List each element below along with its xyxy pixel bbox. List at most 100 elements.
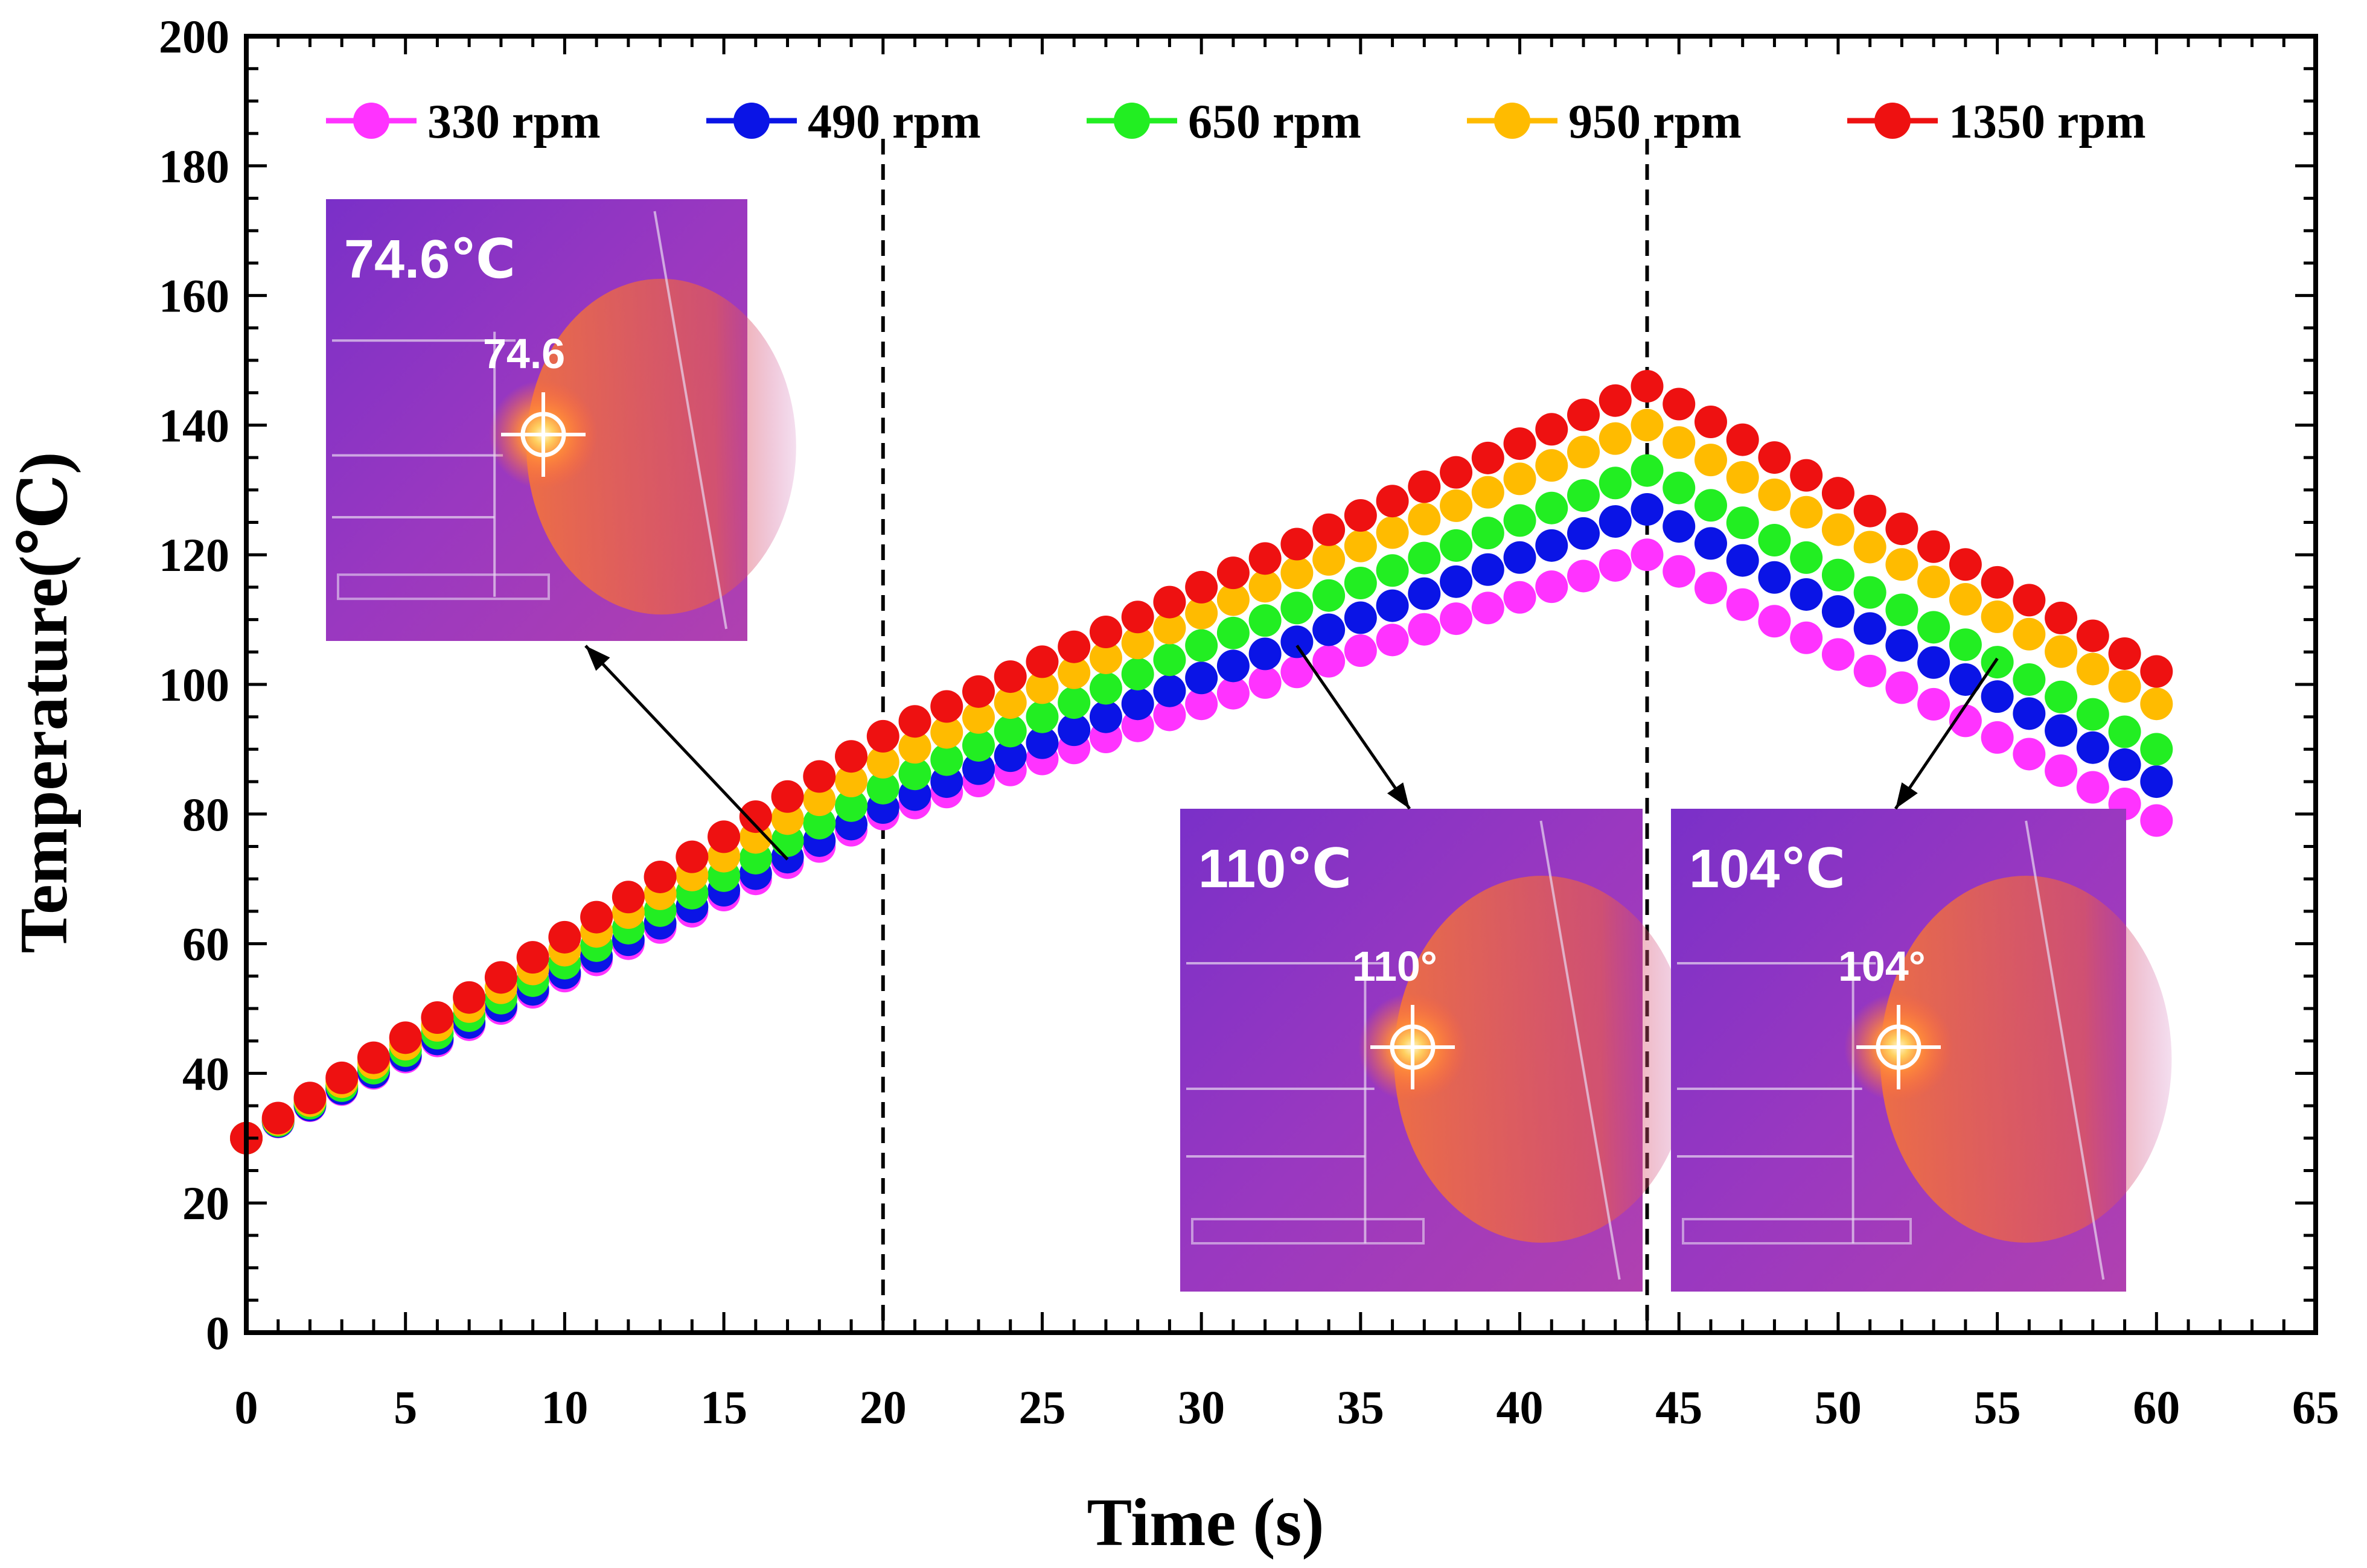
thermal-image-2: 104℃ 104° bbox=[1671, 809, 2172, 1292]
inset-spot-label: 74.6 bbox=[483, 330, 565, 377]
point-1350-rpm-7 bbox=[453, 981, 486, 1014]
point-950-rpm-35 bbox=[1344, 529, 1377, 563]
point-950-rpm-27 bbox=[1089, 641, 1122, 674]
legend-label: 490 rpm bbox=[808, 95, 981, 148]
point-1350-rpm-6 bbox=[421, 1001, 454, 1034]
point-330-rpm-57 bbox=[2045, 754, 2078, 787]
point-650-rpm-23 bbox=[962, 728, 995, 762]
point-650-rpm-34 bbox=[1312, 579, 1346, 612]
point-490-rpm-36 bbox=[1376, 589, 1409, 622]
point-950-rpm-44 bbox=[1631, 409, 1664, 442]
point-1350-rpm-19 bbox=[835, 740, 868, 773]
point-1350-rpm-9 bbox=[516, 941, 549, 974]
point-1350-rpm-3 bbox=[325, 1061, 359, 1094]
point-490-rpm-29 bbox=[1153, 674, 1186, 707]
point-1350-rpm-2 bbox=[293, 1082, 327, 1115]
point-650-rpm-54 bbox=[1949, 628, 1982, 661]
point-1350-rpm-47 bbox=[1726, 423, 1759, 456]
series-1350-rpm bbox=[230, 369, 2173, 1155]
y-tick-label: 40 bbox=[182, 1047, 229, 1100]
point-650-rpm-44 bbox=[1631, 454, 1664, 487]
point-1350-rpm-23 bbox=[962, 675, 995, 708]
point-490-rpm-58 bbox=[2076, 731, 2109, 764]
point-1350-rpm-56 bbox=[2013, 584, 2046, 617]
point-1350-rpm-39 bbox=[1471, 441, 1504, 474]
point-330-rpm-45 bbox=[1663, 555, 1696, 588]
x-tick-label: 45 bbox=[1655, 1381, 1702, 1433]
point-490-rpm-43 bbox=[1599, 505, 1632, 538]
point-650-rpm-38 bbox=[1440, 529, 1473, 562]
arrow-line-0 bbox=[584, 645, 789, 861]
point-650-rpm-19 bbox=[835, 789, 868, 822]
point-1350-rpm-33 bbox=[1280, 527, 1314, 561]
annotation-arrows bbox=[584, 645, 1999, 861]
x-tick-label: 0 bbox=[235, 1381, 258, 1433]
point-1350-rpm-4 bbox=[357, 1041, 390, 1074]
point-950-rpm-49 bbox=[1790, 496, 1823, 529]
point-1350-rpm-36 bbox=[1376, 485, 1409, 518]
point-490-rpm-37 bbox=[1408, 577, 1441, 610]
y-tick-label: 80 bbox=[182, 788, 229, 841]
point-490-rpm-46 bbox=[1694, 527, 1727, 560]
point-1350-rpm-49 bbox=[1790, 459, 1823, 492]
legend-label: 330 rpm bbox=[427, 95, 601, 148]
point-330-rpm-42 bbox=[1567, 559, 1600, 593]
point-1350-rpm-53 bbox=[1917, 530, 1950, 563]
point-950-rpm-20 bbox=[866, 745, 899, 779]
point-950-rpm-28 bbox=[1121, 626, 1154, 660]
legend-label: 650 rpm bbox=[1188, 95, 1361, 148]
point-650-rpm-26 bbox=[1058, 686, 1091, 719]
point-1350-rpm-18 bbox=[803, 760, 836, 793]
point-650-rpm-21 bbox=[898, 757, 931, 791]
legend-marker bbox=[733, 103, 770, 139]
point-1350-rpm-26 bbox=[1058, 630, 1091, 663]
y-tick-label: 160 bbox=[159, 270, 229, 322]
outline-4 bbox=[1539, 820, 1621, 1280]
legend-item-1: 490 rpm bbox=[706, 95, 981, 148]
outline-box bbox=[1682, 1218, 1912, 1245]
point-650-rpm-53 bbox=[1917, 611, 1950, 644]
point-1350-rpm-51 bbox=[1853, 494, 1886, 527]
point-950-rpm-55 bbox=[1981, 600, 2014, 633]
point-330-rpm-40 bbox=[1503, 581, 1536, 614]
point-650-rpm-32 bbox=[1248, 604, 1282, 637]
point-330-rpm-56 bbox=[2013, 738, 2046, 771]
point-950-rpm-21 bbox=[898, 731, 931, 764]
point-650-rpm-46 bbox=[1694, 489, 1727, 522]
point-950-rpm-57 bbox=[2045, 635, 2078, 668]
point-1350-rpm-28 bbox=[1121, 601, 1154, 634]
point-950-rpm-37 bbox=[1408, 503, 1441, 536]
point-490-rpm-48 bbox=[1758, 561, 1791, 594]
point-950-rpm-54 bbox=[1949, 583, 1982, 616]
y-tick-label: 20 bbox=[182, 1177, 229, 1229]
point-650-rpm-40 bbox=[1503, 504, 1536, 537]
point-1350-rpm-35 bbox=[1344, 499, 1377, 532]
point-490-rpm-56 bbox=[2013, 697, 2046, 730]
legend-marker bbox=[1494, 103, 1530, 139]
point-330-rpm-48 bbox=[1758, 605, 1791, 638]
outline-4 bbox=[2025, 820, 2105, 1280]
point-330-rpm-55 bbox=[1981, 721, 2014, 754]
point-1350-rpm-38 bbox=[1440, 456, 1473, 489]
point-330-rpm-41 bbox=[1535, 570, 1568, 604]
point-1350-rpm-32 bbox=[1248, 542, 1282, 575]
point-1350-rpm-22 bbox=[930, 690, 963, 723]
point-490-rpm-53 bbox=[1917, 646, 1950, 679]
point-1350-rpm-41 bbox=[1535, 413, 1568, 446]
point-1350-rpm-16 bbox=[739, 800, 772, 833]
point-1350-rpm-46 bbox=[1694, 406, 1727, 439]
point-330-rpm-36 bbox=[1376, 623, 1409, 657]
point-490-rpm-35 bbox=[1344, 601, 1377, 634]
point-1350-rpm-27 bbox=[1089, 616, 1122, 649]
x-tick-label: 20 bbox=[860, 1381, 907, 1433]
point-1350-rpm-17 bbox=[771, 780, 804, 813]
point-950-rpm-31 bbox=[1216, 583, 1250, 616]
point-1350-rpm-52 bbox=[1885, 512, 1918, 546]
point-650-rpm-57 bbox=[2045, 680, 2078, 713]
point-330-rpm-43 bbox=[1599, 549, 1632, 582]
point-330-rpm-53 bbox=[1917, 687, 1950, 721]
point-490-rpm-39 bbox=[1471, 553, 1504, 586]
point-650-rpm-52 bbox=[1885, 593, 1918, 626]
point-650-rpm-45 bbox=[1663, 471, 1696, 505]
